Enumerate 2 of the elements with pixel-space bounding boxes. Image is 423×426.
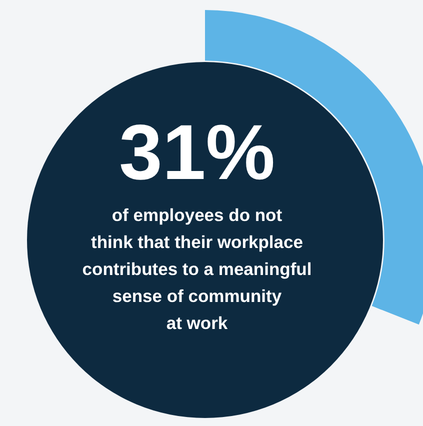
data-label: 31% — [118, 108, 276, 196]
text: of employees do not think that their workplace contributes to a meaningful sense of community at work — [81, 204, 313, 335]
